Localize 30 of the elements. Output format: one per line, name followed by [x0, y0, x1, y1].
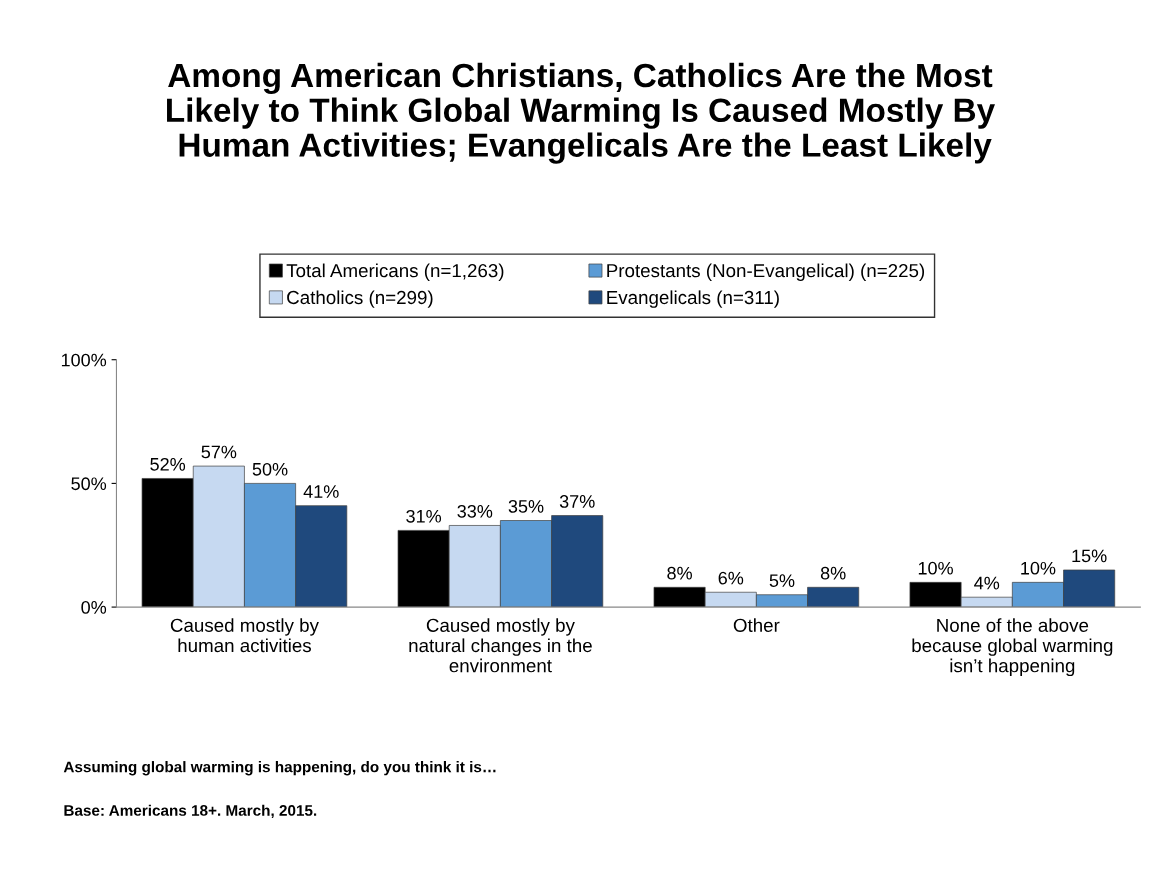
data-label: 50% [252, 462, 288, 476]
x-tick-label: Caused mostly by natural changes in the environment [409, 618, 592, 673]
x-tick-label: Caused mostly by human activities [170, 618, 319, 653]
data-label: 31% [406, 509, 442, 523]
legend-label: Protestants (Non-Evangelical) (n=225) [607, 263, 925, 281]
data-label: 35% [508, 499, 544, 513]
data-label: 8% [667, 566, 692, 580]
data-label: 4% [974, 576, 1000, 590]
text: Assuming global warming is happening, do you think it is… [63, 761, 496, 776]
chart-title: Among American Christians, Catholics Are the Most Likely to Think Global Warming Is Caused Mostly By Human Activities; Evangelicals Are the Least Likely [167, 62, 995, 164]
data-label: 5% [769, 574, 795, 587]
y-tick-label: 0% [81, 601, 107, 614]
data-label: 33% [457, 504, 493, 518]
data-label: 6% [718, 571, 744, 585]
data-label: 10% [1021, 561, 1056, 575]
data-label: 10% [918, 561, 953, 575]
legend-label: Total Americans (n=1,263) [286, 263, 504, 281]
legend-label: Evangelicals (n=311) [607, 290, 779, 308]
legend-label: Catholics (n=299) [287, 290, 433, 308]
data-label: 41% [303, 485, 339, 498]
x-tick-label: Other [733, 618, 780, 632]
data-label: 37% [559, 495, 595, 508]
y-tick-label: 100% [61, 353, 107, 367]
y-tick-label: 50% [71, 477, 107, 491]
text: Base: Americans 18+. March, 2015. [64, 804, 317, 819]
x-tick-label: None of the above because global warming isn’t happening [912, 618, 1113, 677]
data-label: 8% [820, 566, 846, 580]
data-label: 15% [1072, 549, 1107, 563]
data-label: 52% [150, 457, 186, 471]
data-label: 57% [201, 445, 237, 459]
